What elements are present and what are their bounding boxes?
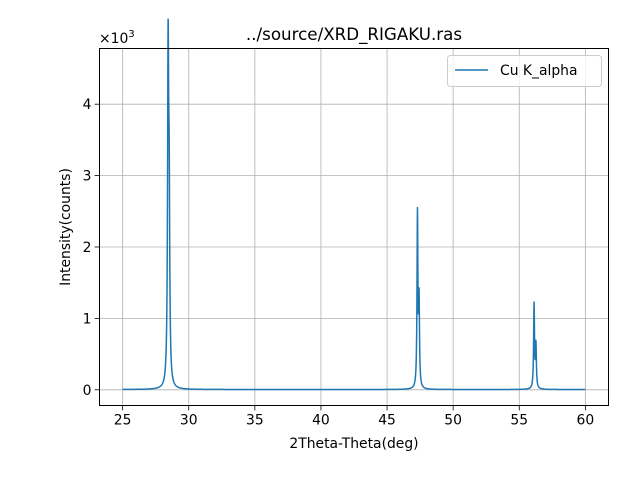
x-axis-ticks: 25 30 35 40 45 50 55 60: [114, 405, 595, 429]
x-tick-label: 50: [444, 413, 462, 429]
chart-title: ../source/XRD_RIGAKU.ras: [246, 24, 462, 45]
y-axis-label: Intensity(counts): [58, 168, 74, 286]
x-tick-label: 40: [312, 413, 330, 429]
x-axis-label: 2Theta-Theta(deg): [289, 436, 418, 452]
y-tick-label: 0: [83, 383, 92, 399]
x-tick-label: 35: [246, 413, 264, 429]
x-tick-label: 45: [378, 413, 396, 429]
y-offset-label: ×103: [99, 29, 135, 47]
legend: Cu K_alpha: [447, 55, 602, 87]
legend-label: Cu K_alpha: [500, 63, 577, 79]
x-tick-label: 30: [180, 413, 198, 429]
y-tick-label: 1: [83, 311, 92, 327]
y-offset-base: ×10: [99, 31, 128, 47]
x-tick-label: 25: [114, 413, 132, 429]
series-layer: [122, 18, 586, 391]
y-axis-ticks: 0 1 2 3 4: [83, 97, 100, 399]
y-tick-label: 3: [83, 169, 92, 185]
y-offset-exponent: 3: [128, 29, 134, 40]
x-tick-label: 60: [577, 413, 595, 429]
series-line-cu-k-alpha: [122, 18, 586, 391]
y-tick-label: 4: [83, 97, 92, 113]
grid-lines: [99, 48, 609, 406]
y-tick-label: 2: [83, 240, 92, 256]
legend-box: [447, 55, 602, 87]
x-tick-label: 55: [510, 413, 528, 429]
plot-frame: [99, 48, 609, 406]
